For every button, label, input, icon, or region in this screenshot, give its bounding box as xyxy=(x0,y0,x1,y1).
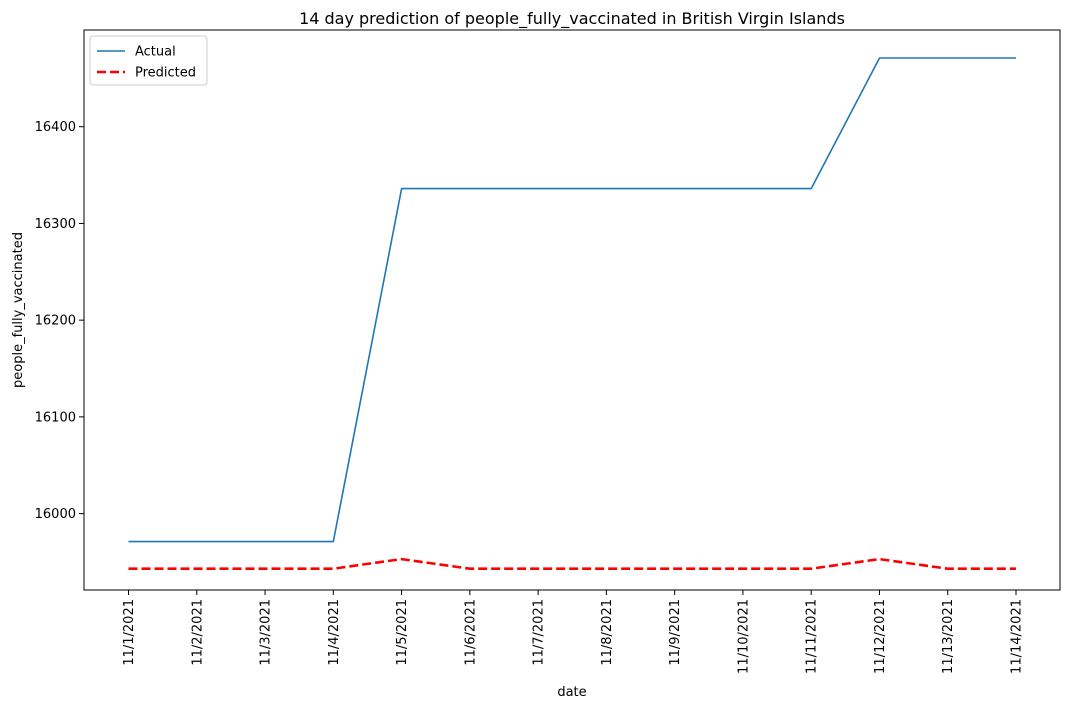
series-line-predicted xyxy=(128,557,1016,571)
x-tick-label: 11/10/2021 xyxy=(736,599,751,674)
x-tick-label: 11/6/2021 xyxy=(463,599,478,666)
y-tick-label: 16400 xyxy=(35,120,76,135)
x-tick-label: 11/5/2021 xyxy=(395,599,410,666)
legend-box xyxy=(89,35,208,86)
x-axis-label: date xyxy=(557,685,586,700)
y-tick-label: 16300 xyxy=(35,217,76,232)
legend: Actual Predicted xyxy=(89,35,208,86)
legend-label-predicted: Predicted xyxy=(135,66,196,81)
legend-label-actual: Actual xyxy=(135,45,176,60)
x-tick-label: 11/14/2021 xyxy=(1010,599,1025,674)
plot-area xyxy=(83,29,1061,591)
series-line-actual xyxy=(128,57,1016,543)
y-axis: 16000 16100 16200 16300 16400 xyxy=(35,120,84,522)
x-tick-label: 11/12/2021 xyxy=(873,599,888,674)
x-tick-label: 11/9/2021 xyxy=(668,599,683,666)
series-layer xyxy=(128,57,1016,571)
y-axis-label: people_fully_vaccinated xyxy=(11,232,26,388)
x-tick-label: 11/2/2021 xyxy=(190,599,205,666)
x-tick-label: 11/7/2021 xyxy=(532,599,547,666)
x-axis: 11/1/2021 11/2/2021 11/3/2021 11/4/2021 11/5… xyxy=(122,590,1025,674)
x-tick-label: 11/13/2021 xyxy=(941,599,956,674)
y-tick-label: 16100 xyxy=(35,410,76,425)
x-tick-label: 11/8/2021 xyxy=(600,599,615,666)
y-tick-label: 16200 xyxy=(35,314,76,329)
chart-title: 14 day prediction of people_fully_vaccin… xyxy=(299,9,845,29)
x-tick-label: 11/1/2021 xyxy=(122,599,137,666)
x-tick-label: 11/11/2021 xyxy=(805,599,820,674)
x-tick-label: 11/3/2021 xyxy=(259,599,274,666)
x-tick-label: 11/4/2021 xyxy=(327,599,342,666)
y-tick-label: 16000 xyxy=(35,507,76,522)
